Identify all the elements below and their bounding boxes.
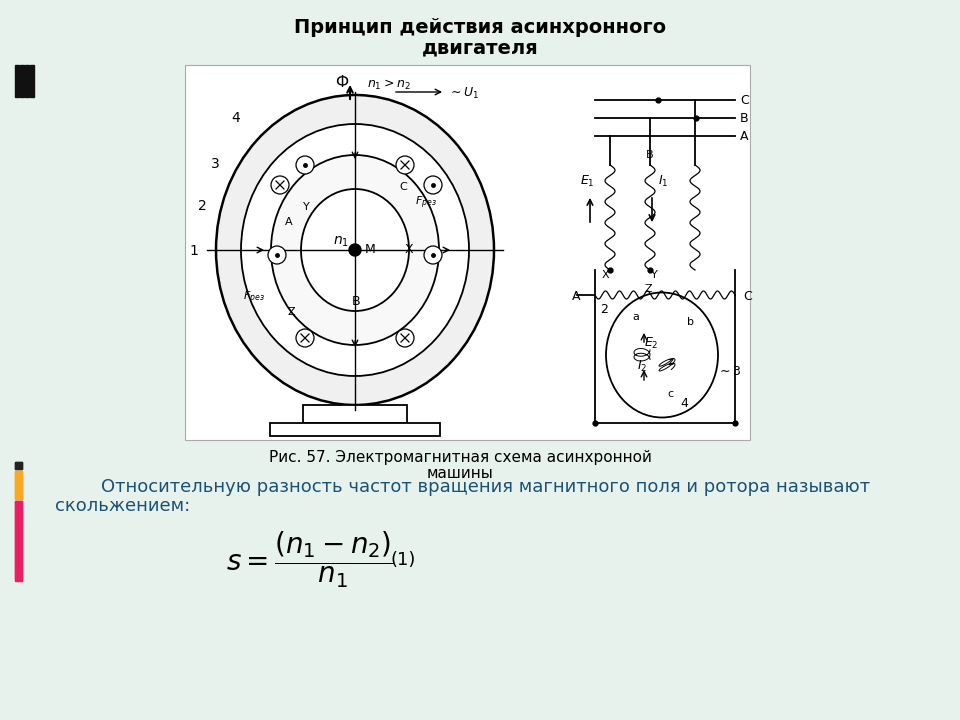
Text: C: C	[743, 290, 752, 304]
Text: A: A	[740, 130, 749, 143]
Bar	[270, 423, 440, 436]
Text: B: B	[740, 112, 749, 125]
Ellipse shape	[241, 124, 469, 376]
Bar	[15, 471, 22, 499]
Text: X: X	[405, 243, 414, 256]
Text: $s = \dfrac{(n_1 - n_2)}{n_1}$: $s = \dfrac{(n_1 - n_2)}{n_1}$	[227, 530, 394, 590]
Circle shape	[296, 156, 314, 174]
Text: Y: Y	[651, 270, 658, 280]
Text: A: A	[571, 290, 580, 304]
Bar	[185, 65, 750, 440]
Text: $I_2$: $I_2$	[637, 359, 647, 374]
Ellipse shape	[271, 155, 439, 345]
Text: Z: Z	[287, 307, 295, 317]
Ellipse shape	[216, 95, 494, 405]
Circle shape	[396, 156, 414, 174]
Bar	[30, 65, 34, 97]
Circle shape	[271, 176, 289, 194]
Ellipse shape	[301, 189, 409, 311]
Bar	[303, 405, 407, 423]
Text: 4: 4	[680, 397, 688, 410]
Text: z: z	[667, 357, 673, 367]
Text: 2: 2	[600, 303, 608, 316]
Bar	[25, 65, 29, 97]
Text: 1: 1	[189, 244, 198, 258]
Circle shape	[268, 246, 286, 264]
Circle shape	[349, 244, 361, 256]
Circle shape	[296, 329, 314, 347]
Text: a: a	[632, 312, 638, 322]
Ellipse shape	[606, 292, 718, 418]
Text: $F_{рез}$: $F_{рез}$	[415, 194, 437, 211]
Text: c: c	[667, 389, 673, 399]
Text: Рис. 57. Электромагнитная схема асинхронной: Рис. 57. Электромагнитная схема асинхрон…	[269, 450, 652, 465]
Text: Ф: Ф	[335, 75, 348, 90]
Bar	[15, 462, 22, 469]
Text: машины: машины	[426, 466, 493, 481]
Text: $F_{рез}$: $F_{рез}$	[243, 289, 265, 306]
Text: X: X	[601, 270, 609, 280]
Bar	[15, 501, 22, 579]
Text: 2: 2	[199, 199, 207, 213]
Text: 3: 3	[211, 157, 220, 171]
Bar	[15, 462, 22, 469]
Text: двигателя: двигателя	[421, 38, 539, 57]
Circle shape	[424, 246, 442, 264]
Text: b: b	[687, 317, 694, 327]
Text: ${\sim}3$: ${\sim}3$	[717, 365, 741, 378]
Text: $n_1$: $n_1$	[333, 235, 349, 249]
Text: A: A	[285, 217, 293, 227]
Circle shape	[396, 329, 414, 347]
Text: скольжением:: скольжением:	[55, 497, 190, 515]
Bar	[15, 501, 22, 581]
Text: ${\sim}U_1$: ${\sim}U_1$	[448, 86, 479, 101]
Text: $E_1$: $E_1$	[580, 174, 594, 189]
Text: $n_1{>}n_2$: $n_1{>}n_2$	[367, 78, 411, 92]
Bar	[15, 471, 22, 499]
Text: Принцип действия асинхронного: Принцип действия асинхронного	[294, 18, 666, 37]
Bar	[20, 65, 24, 97]
Text: 4: 4	[231, 111, 240, 125]
Text: $E_2$: $E_2$	[644, 336, 659, 351]
Text: B: B	[352, 295, 361, 308]
Text: B: B	[646, 150, 654, 160]
Text: C: C	[740, 94, 749, 107]
Text: $I_1$: $I_1$	[658, 174, 668, 189]
Text: C: C	[399, 182, 407, 192]
Text: (1): (1)	[390, 551, 416, 569]
Text: Z: Z	[644, 284, 652, 294]
Text: Относительную разность частот вращения магнитного поля и ротора называют: Относительную разность частот вращения м…	[55, 478, 870, 496]
Text: M: M	[365, 243, 375, 256]
Circle shape	[424, 176, 442, 194]
Text: Y: Y	[303, 202, 310, 212]
Bar	[15, 65, 19, 97]
